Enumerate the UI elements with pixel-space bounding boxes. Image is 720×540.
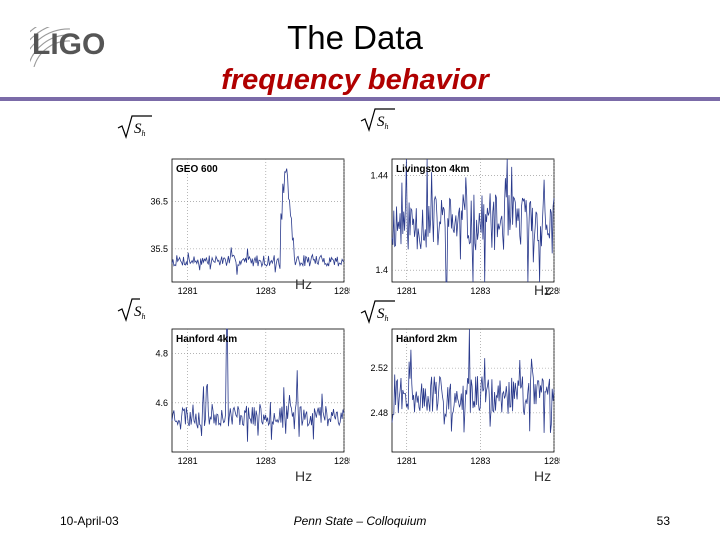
- series-line: [171, 328, 345, 442]
- x-tick-label: 1283: [256, 286, 276, 296]
- x-tick-label: 1283: [256, 456, 276, 466]
- radical-sign: [360, 108, 395, 132]
- x-unit-label: Hz: [534, 282, 552, 298]
- sh-symbol: Sh: [377, 114, 389, 131]
- x-tick-label: 1285: [334, 456, 350, 466]
- logo-text: LIGO: [32, 28, 105, 61]
- x-unit-label: Hz: [295, 468, 313, 484]
- sh-symbol: Sh: [134, 121, 146, 138]
- x-tick-label: 1285: [544, 286, 560, 296]
- chart-title: GEO 600: [176, 164, 218, 175]
- radical-sign: [360, 300, 395, 324]
- y-tick-label: 4.8: [155, 349, 168, 359]
- footer-title: Penn State – Colloquium: [293, 514, 427, 528]
- chart-livingston-4km: 1.44 1.4 1281 1283 1285 Livingston 4km: [360, 155, 560, 300]
- sh-symbol: Sh: [377, 306, 389, 323]
- y-tick-label: 4.6: [155, 398, 168, 408]
- slide-subtitle: frequency behavior: [221, 64, 489, 96]
- radical-sign: [117, 115, 152, 139]
- x-tick-label: 1281: [178, 286, 198, 296]
- chart-title: Hanford 2km: [396, 334, 457, 345]
- sqrt-sh-label: Sh: [358, 104, 398, 134]
- x-unit-label: Hz: [295, 276, 313, 292]
- y-tick-label: 1.44: [370, 171, 388, 181]
- chart-title: Livingston 4km: [396, 164, 469, 175]
- x-tick-label: 1281: [178, 456, 198, 466]
- sqrt-sh-label: Sh: [115, 294, 155, 324]
- footer-date: 10-April-03: [60, 514, 119, 528]
- sh-symbol: Sh: [134, 304, 146, 321]
- x-tick-label: 1281: [397, 286, 417, 296]
- y-tick-label: 2.52: [370, 363, 388, 373]
- series-line: [391, 158, 555, 283]
- plot-frame: [391, 328, 555, 453]
- radical-sign: [117, 298, 152, 322]
- chart-geo600: 36.5 35.5 1281 1283 1285 GEO 600: [140, 155, 350, 300]
- y-tick-label: 36.5: [150, 197, 168, 207]
- chart-hanford-4km: 4.8 4.6 1281 1283 1285 Hanford 4km: [140, 325, 350, 470]
- y-tick-label: 1.4: [375, 265, 388, 275]
- y-tick-label: 2.48: [370, 408, 388, 418]
- sqrt-sh-label: Sh: [115, 111, 155, 141]
- sqrt-sh-label: Sh: [358, 296, 398, 326]
- slide-title: The Data: [287, 19, 423, 56]
- x-tick-label: 1283: [470, 456, 490, 466]
- x-unit-label: Hz: [534, 468, 552, 484]
- x-tick-label: 1281: [397, 456, 417, 466]
- page-number: 53: [656, 514, 670, 528]
- x-tick-label: 1285: [334, 286, 350, 296]
- series-line: [171, 168, 345, 275]
- x-tick-label: 1283: [470, 286, 490, 296]
- series-line: [391, 328, 555, 433]
- title-divider: [0, 97, 720, 101]
- x-tick-label: 1285: [544, 456, 560, 466]
- y-tick-label: 35.5: [150, 244, 168, 254]
- chart-title: Hanford 4km: [176, 334, 237, 345]
- chart-hanford-2km: 2.52 2.48 1281 1283 1285 Hanford 2km: [360, 325, 560, 470]
- ligo-logo: LIGO: [9, 16, 150, 68]
